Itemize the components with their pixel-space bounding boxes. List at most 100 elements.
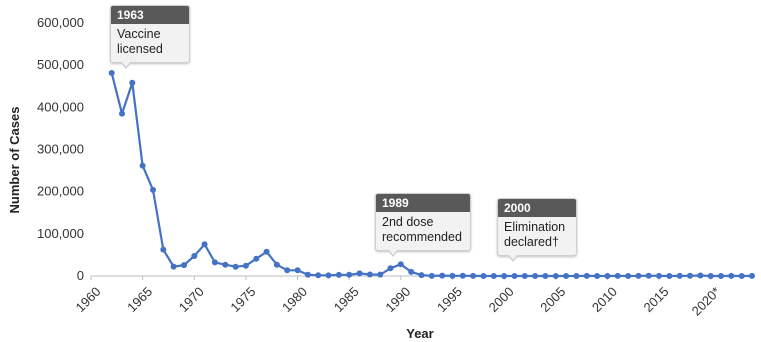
- annotation-pointer: [508, 255, 518, 262]
- data-point-2008: [583, 272, 590, 279]
- data-point-2011: [614, 272, 621, 279]
- x-tick-labels: 1960 1965 1970 1975 1980 1985 1990 1995 2000 2005…: [72, 276, 723, 319]
- data-point-2013: [635, 272, 642, 279]
- data-point-1970: [191, 253, 198, 259]
- data-point-2022: [728, 272, 735, 279]
- data-point-2019: [697, 272, 704, 279]
- x-tick-label: 1975: [227, 284, 258, 315]
- annotation-text-line: recommended: [382, 230, 462, 244]
- data-point-2005: [552, 273, 559, 279]
- data-point-1997: [470, 272, 477, 279]
- annotation-text: Vaccine licensed: [111, 24, 189, 62]
- data-point-1983: [325, 272, 332, 279]
- data-point-1975: [242, 262, 249, 269]
- y-tick-label: 500,000: [37, 57, 84, 72]
- data-point-1993: [428, 272, 435, 279]
- annotation-vaccine-licensed: 1963 Vaccine licensed: [110, 5, 190, 69]
- x-tick-label: 1960: [72, 284, 103, 315]
- data-point-2024: [749, 272, 755, 279]
- data-point-1980: [294, 267, 301, 274]
- data-point-1986: [356, 270, 363, 277]
- x-tick-label: 1985: [331, 284, 362, 315]
- data-point-1992: [418, 272, 425, 279]
- x-tick-label: 2015: [641, 284, 672, 315]
- annotation-text-line: declared†: [504, 235, 559, 249]
- x-tick-label: 1980: [279, 284, 310, 315]
- x-tick-label: 2020*: [689, 284, 724, 319]
- annotation-year: 1989: [376, 194, 470, 212]
- y-tick-label: 600,000: [37, 15, 84, 30]
- data-point-2007: [573, 273, 580, 279]
- data-point-1974: [232, 263, 239, 270]
- data-point-1994: [439, 272, 446, 279]
- data-point-2018: [687, 272, 693, 279]
- data-point-2009: [594, 273, 601, 279]
- x-axis-title: Year: [406, 326, 433, 341]
- x-tick-label: 1970: [176, 284, 207, 315]
- data-point-2000: [501, 273, 508, 279]
- data-point-1971: [201, 241, 208, 248]
- annotation-text: Elimination declared†: [498, 217, 576, 255]
- data-point-2016: [666, 273, 673, 279]
- data-point-2015: [656, 272, 662, 279]
- data-point-1999: [490, 273, 497, 279]
- data-point-1972: [211, 259, 218, 266]
- annotation-text-line: 2nd dose: [382, 215, 434, 229]
- data-point-1964: [129, 79, 136, 86]
- y-tick-label: 300,000: [37, 142, 84, 157]
- y-tick-label: 100,000: [37, 226, 84, 241]
- annotation-pointer: [121, 62, 131, 69]
- data-point-1968: [170, 263, 177, 270]
- data-point-2010: [604, 273, 611, 279]
- annotation-elimination-declared: 2000 Elimination declared†: [497, 198, 577, 262]
- annotation-pointer: [388, 250, 398, 257]
- data-point-1977: [263, 248, 270, 255]
- annotation-text-line: Vaccine: [117, 27, 161, 41]
- data-point-1996: [459, 272, 466, 279]
- data-point-1985: [346, 271, 353, 278]
- y-tick-label: 0: [77, 268, 84, 283]
- data-point-1981: [304, 271, 311, 278]
- x-tick-label: 2010: [589, 284, 620, 315]
- data-point-1965: [139, 162, 146, 169]
- data-point-1998: [480, 273, 487, 279]
- data-point-2023: [738, 273, 745, 279]
- annotation-text: 2nd dose recommended: [376, 212, 470, 250]
- data-point-1979: [284, 267, 291, 274]
- data-point-1978: [273, 261, 280, 268]
- data-point-1995: [449, 272, 456, 279]
- y-tick-labels: 0 100,000 200,000 300,000 400,000 500,000 600,…: [37, 15, 84, 283]
- data-point-1976: [253, 255, 260, 262]
- data-point-2006: [563, 273, 570, 279]
- x-tick-label: 2005: [537, 284, 568, 315]
- data-point-1969: [181, 262, 187, 269]
- data-point-1989: [387, 265, 394, 272]
- series-points: [108, 70, 755, 279]
- annotation-text-line: Elimination: [504, 220, 566, 234]
- data-point-1990: [397, 261, 404, 268]
- y-axis-title: Number of Cases: [7, 107, 22, 214]
- data-point-2012: [625, 273, 632, 279]
- x-tick-label: 1990: [382, 284, 413, 315]
- data-point-1967: [160, 246, 167, 253]
- data-point-1973: [222, 261, 229, 268]
- data-point-1987: [366, 271, 373, 278]
- data-point-2003: [532, 273, 539, 279]
- annotation-year: 1963: [111, 6, 189, 24]
- y-tick-label: 200,000: [37, 184, 84, 199]
- x-tick-label: 1965: [124, 284, 155, 315]
- annotation-text-line: licensed: [117, 42, 163, 56]
- data-point-2001: [511, 273, 518, 279]
- data-point-2014: [645, 272, 652, 279]
- data-point-1991: [408, 268, 415, 275]
- data-point-2002: [521, 273, 528, 279]
- data-point-1984: [335, 271, 342, 278]
- data-point-2021: [718, 273, 724, 279]
- data-point-1962: [108, 70, 115, 76]
- data-point-2017: [676, 272, 683, 279]
- data-point-1963: [119, 110, 125, 117]
- data-point-1966: [150, 186, 156, 193]
- data-point-2004: [542, 273, 549, 279]
- annotation-second-dose: 1989 2nd dose recommended: [375, 193, 471, 257]
